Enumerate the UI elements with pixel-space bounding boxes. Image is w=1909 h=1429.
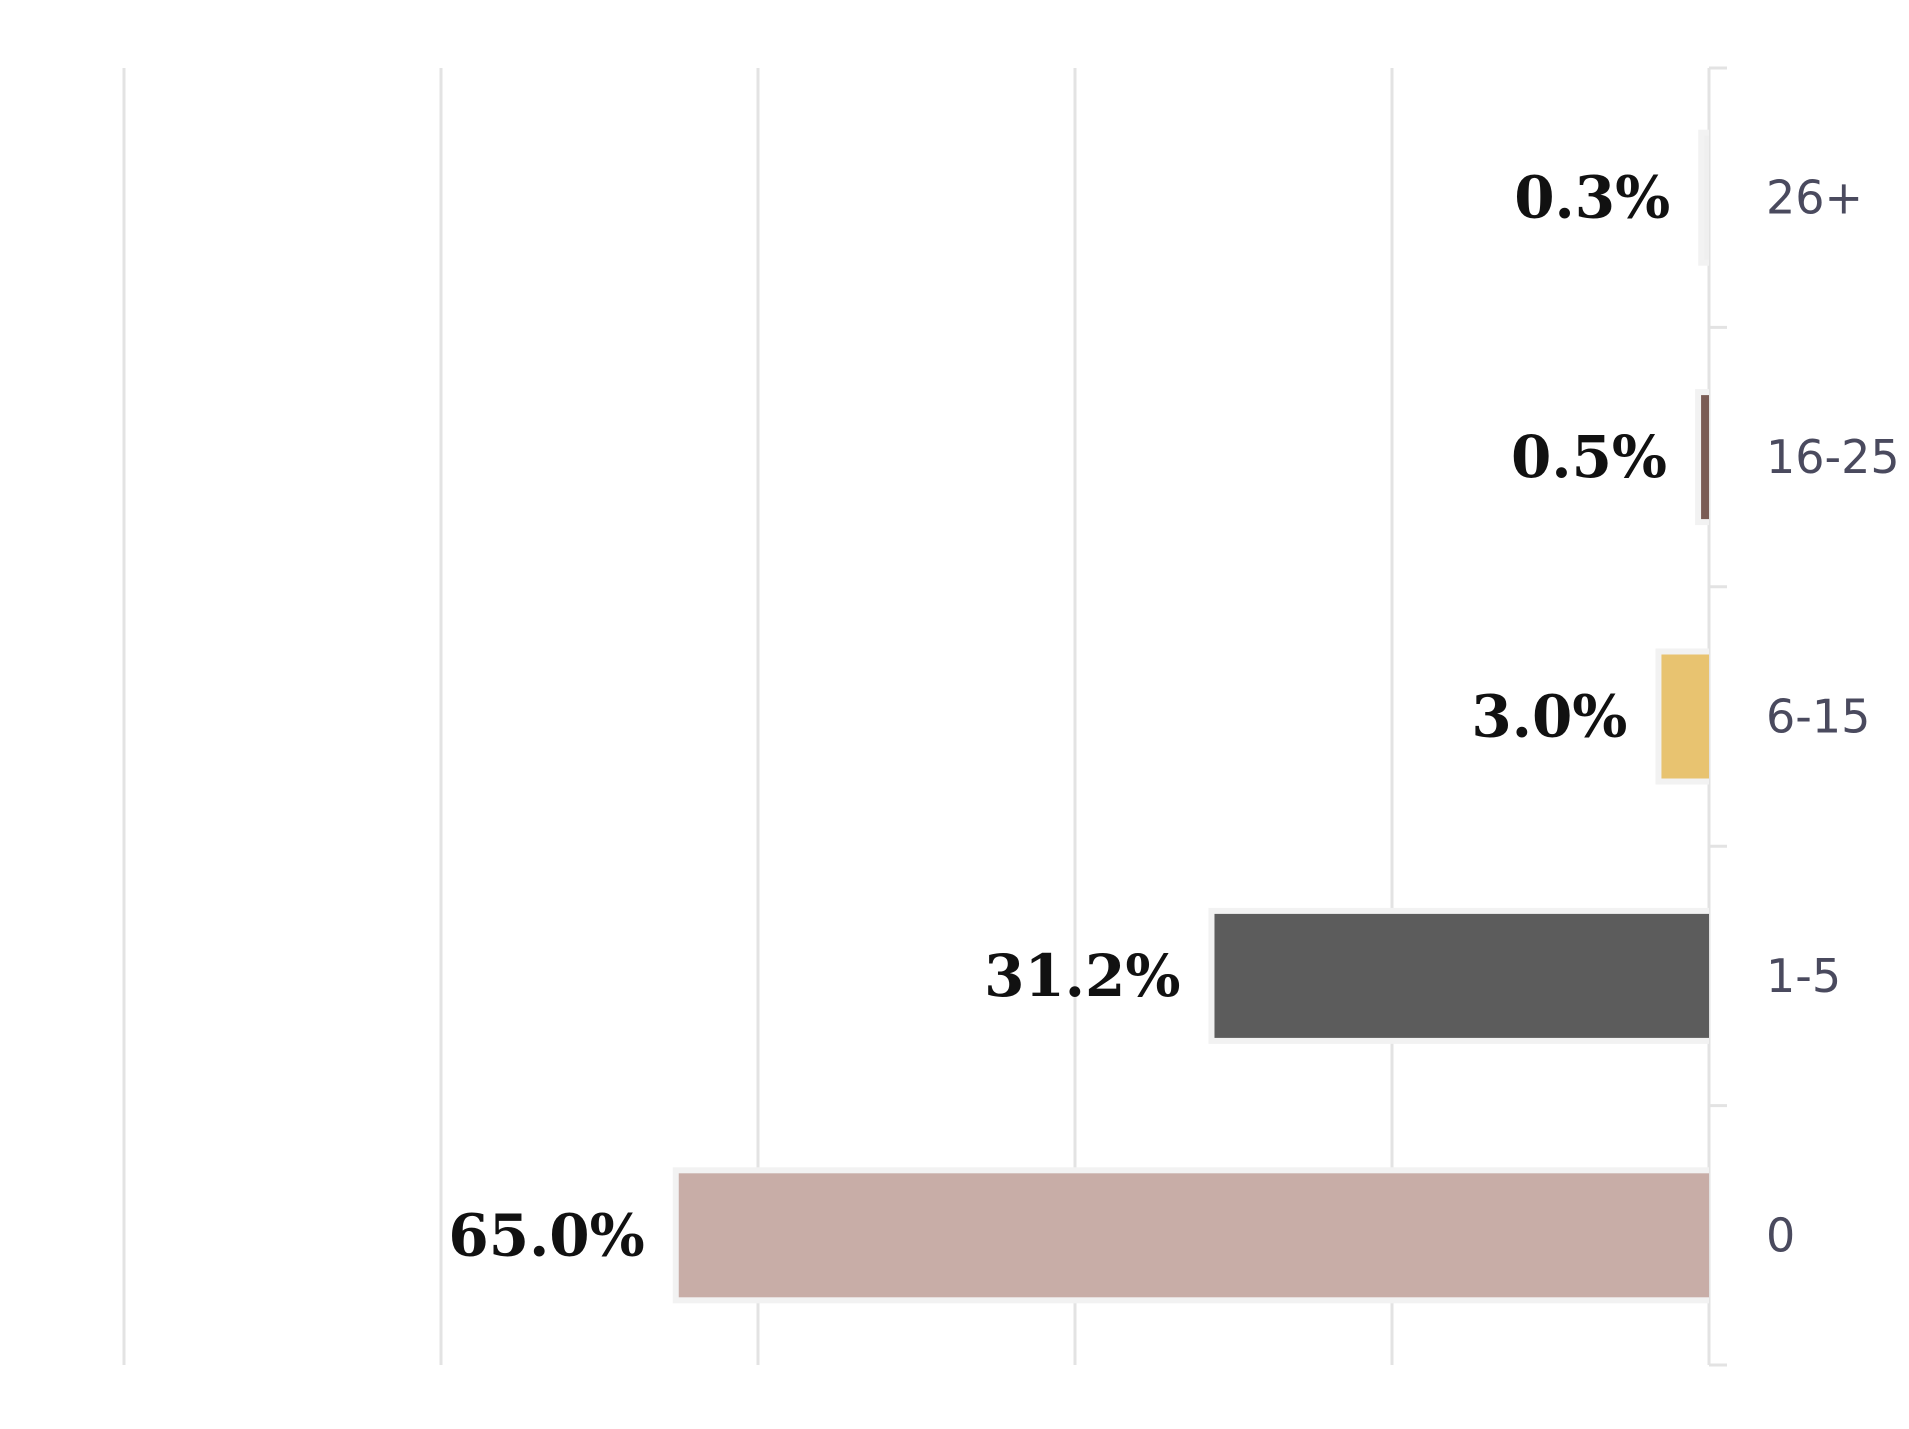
value-label-26+: 0.3% xyxy=(1514,164,1670,232)
grid-lines xyxy=(122,68,1394,1365)
value-label-6-15: 3.0% xyxy=(1471,683,1627,751)
bar-16-25 xyxy=(1701,395,1709,520)
category-labels: 26+ 16-25 6-15 1-5 0 xyxy=(1766,171,1900,1263)
bar-edge-26+ xyxy=(1698,129,1709,266)
category-label-26+: 26+ xyxy=(1766,171,1863,225)
bar-26+ xyxy=(1704,135,1709,260)
category-label-6-15: 6-15 xyxy=(1766,690,1870,744)
bars xyxy=(672,129,1709,1304)
value-label-16-25: 0.5% xyxy=(1511,423,1667,491)
category-label-1-5: 1-5 xyxy=(1766,949,1841,1003)
value-label-0: 65.0% xyxy=(448,1201,644,1269)
category-label-16-25: 16-25 xyxy=(1766,430,1900,484)
bar-6-15 xyxy=(1661,654,1709,779)
bar-1-5 xyxy=(1214,913,1709,1038)
value-label-1-5: 31.2% xyxy=(984,942,1180,1010)
value-labels: 0.3% 0.5% 3.0% 31.2% 65.0% xyxy=(448,164,1670,1270)
bar-0 xyxy=(678,1173,1709,1298)
category-axis xyxy=(1707,66,1727,1367)
category-label-0: 0 xyxy=(1766,1208,1795,1262)
